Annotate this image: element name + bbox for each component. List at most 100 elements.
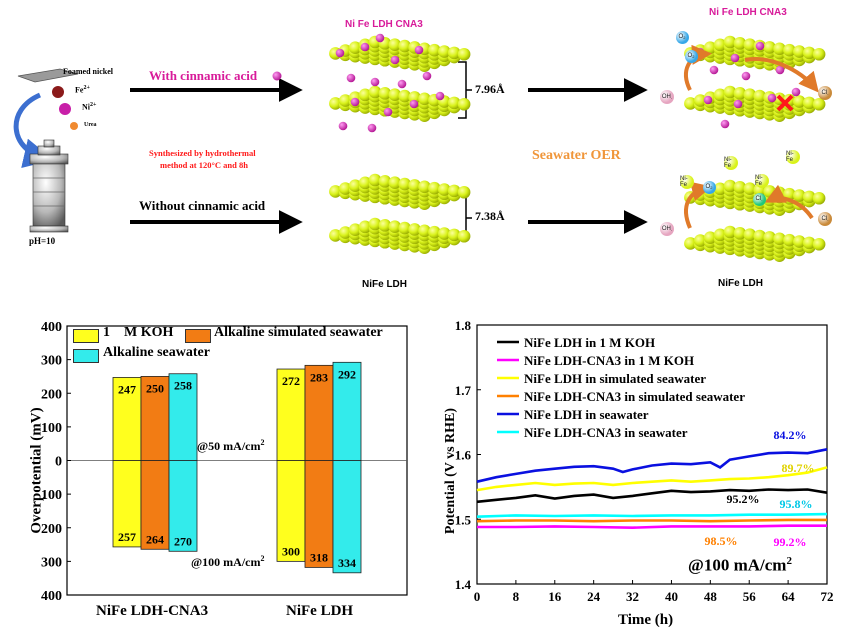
schematic-graphics (13, 33, 826, 262)
ni-ion-text: Ni (82, 102, 90, 112)
annotation-100-sup: 2 (260, 554, 265, 563)
o2-bubble-1-text: O (678, 34, 684, 40)
ldh-sphere (753, 229, 766, 243)
ldh-sphere (348, 223, 362, 237)
oh-bubble-top-charge: - (670, 94, 673, 100)
bar-y-axis-label: Overpotential (mV) (28, 407, 45, 534)
overpotential-bar-chart: 400 300 200 100 0 100 200 300 400 247 257 250 264 258… (41, 320, 408, 604)
ldh-sphere (773, 232, 786, 246)
ldh-sphere (408, 223, 421, 236)
bar-value-label-100: 270 (174, 534, 192, 548)
bar-value-label-50: 258 (174, 379, 192, 393)
bar-y-tick-label: 200 (41, 522, 62, 537)
bar-100-1-1 (304, 460, 334, 568)
ldh-sphere (753, 89, 766, 103)
o2-bubble-bottom-charge: 2 (710, 184, 713, 190)
ldh-sphere (812, 97, 826, 111)
nife-bubble-4: Ni-Fe (786, 150, 800, 164)
ldh-sphere (368, 85, 382, 99)
potential-stability-chart: 0 8 16 24 32 40 48 56 64 72 1.4 1.5 1.6 1.7 1.8 NiFe LD… (455, 318, 834, 604)
ldh-sphere (802, 190, 816, 204)
cna-molecule (397, 79, 407, 89)
bar-y-tick-label: 200 (41, 387, 62, 402)
bar-y-tick-label: 400 (41, 320, 62, 335)
spacing-top-label: 7.96Å (475, 82, 505, 96)
o2-bubble-2-text: O (687, 53, 693, 59)
retention-label-2: 89.7% (782, 461, 815, 475)
ldh-sphere (368, 217, 382, 231)
ldh-sphere (388, 38, 402, 52)
ldh-sphere (339, 182, 352, 195)
annotation-50: @50 mA/cm2 (197, 438, 264, 454)
legend-text-1: NiFe LDH-CNA3 in 1 M KOH (524, 353, 694, 368)
ldh-sphere (438, 45, 451, 58)
ldh-sphere (339, 226, 352, 239)
ldh-sphere (713, 228, 727, 242)
ldh-sphere (793, 95, 806, 108)
cl-bubble-top-text: Cl (821, 90, 828, 96)
ldh-sphere (812, 47, 826, 61)
legend-swatch-koh (73, 329, 99, 343)
autoclave-icon (29, 139, 69, 233)
ldh-sphere (457, 229, 471, 243)
ldh-sphere (457, 185, 471, 199)
ldh-sphere (457, 97, 471, 111)
ldh-sphere (348, 41, 362, 55)
o2-bubble-2-charge: 2 (692, 53, 695, 59)
fe-ion-dot (52, 86, 64, 98)
bar-50-0-1 (276, 368, 306, 461)
bar-50-2-0 (168, 373, 198, 461)
nife-bubble-4-text: Ni-Fe (786, 151, 794, 163)
cna-molecule (390, 55, 400, 65)
ldh-sphere (408, 179, 421, 192)
cna-molecule (335, 48, 345, 58)
ldh-sphere (447, 96, 461, 110)
cna-molecule (791, 87, 801, 97)
line-annotation: @100 mA/cm2 (688, 555, 792, 576)
line-x-tick-label: 16 (548, 589, 562, 604)
annotation-100-text: @100 mA/cm (191, 555, 261, 569)
cna-molecule (414, 45, 424, 55)
retention-label-0: 95.2% (727, 492, 760, 506)
line-x-tick-label: 64 (782, 589, 796, 604)
ldh-sphere (418, 180, 431, 194)
without-acid-label: Without cinnamic acid (139, 198, 266, 213)
oer-cna3-layer-upper (684, 35, 826, 72)
cl-bubble-bottom-charge: - (827, 216, 829, 222)
ldh-layer-lower (329, 217, 471, 254)
ldh-sphere (684, 237, 697, 250)
ni-ion-dot (59, 103, 71, 115)
ldh-sphere (418, 92, 431, 106)
cna-molecule (367, 123, 377, 133)
series-line-0 (476, 488, 828, 504)
series-line-2 (476, 466, 828, 492)
legend-text-5: NiFe LDH-CNA3 in seawater (524, 425, 688, 440)
cinnamic-acid-dot (272, 71, 282, 81)
o2-bubble-bottom-text: O (705, 184, 711, 190)
cna-molecule (422, 71, 432, 81)
cl-attack-arrow (764, 184, 814, 220)
ldh-sphere (388, 176, 402, 190)
ldh-sphere (358, 88, 372, 102)
bar-value-label-50: 292 (338, 367, 356, 381)
ldh-sphere (694, 234, 707, 247)
nife-bubble-3: Ni-Fe (755, 174, 769, 188)
oh-to-o2-arrow (684, 44, 712, 91)
line-annotation-sup: 2 (786, 555, 792, 567)
nife-bubble-1-text: Ni-Fe (680, 176, 688, 188)
bar-y-tick-label: 300 (41, 354, 62, 369)
line-y-tick-label: 1.7 (455, 383, 472, 398)
bar-value-label-100: 257 (118, 530, 136, 544)
fe-ion-text: Fe (75, 85, 84, 95)
nife-bubble-2: Ni-Fe (724, 156, 738, 170)
ldh-sphere (329, 185, 342, 198)
line-y-tick-label: 1.6 (455, 448, 472, 463)
cna-molecule (703, 95, 713, 105)
top-structure-title: Ni Fe LDH CNA3 (345, 19, 423, 30)
urea-label: Urea (84, 122, 97, 128)
cl-bubble-bottom-text: Cl (821, 216, 828, 222)
ldh-sphere (428, 225, 441, 239)
bar-value-label-100: 318 (310, 550, 328, 564)
